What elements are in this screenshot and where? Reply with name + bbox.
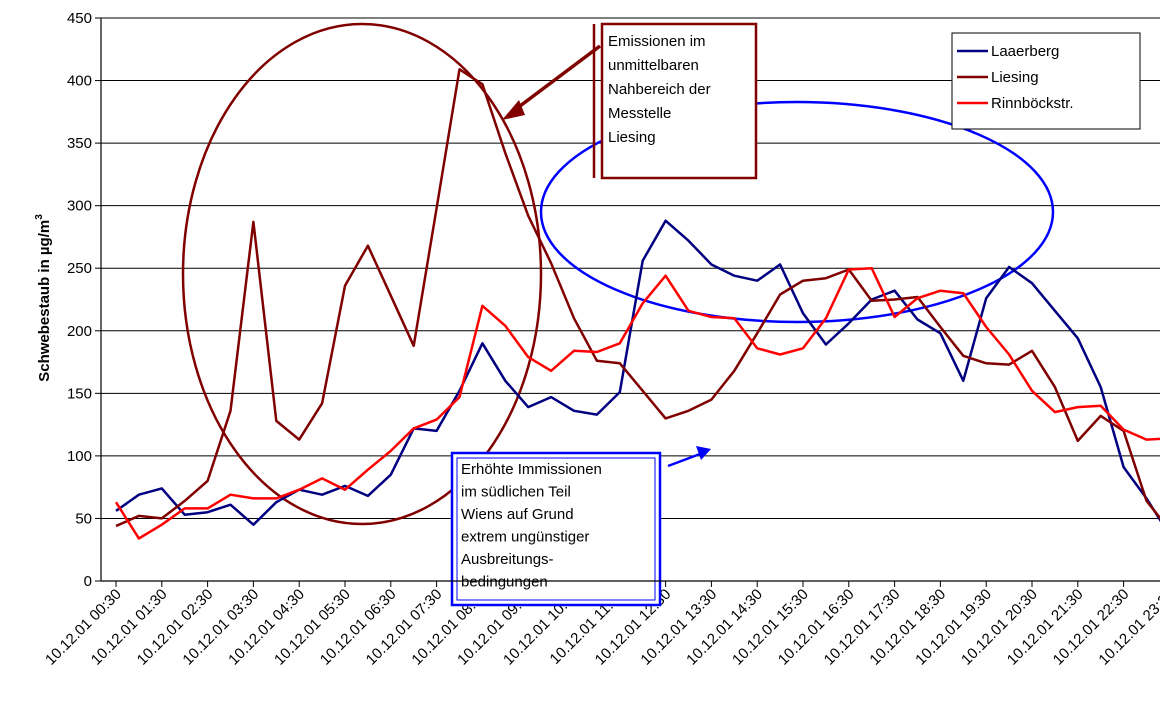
annotation-arrow-south <box>667 452 701 468</box>
annotation-box-south <box>450 451 662 607</box>
y-tick-label: 450 <box>67 10 92 27</box>
annotation-text-liesing-line: Nahbereich der <box>608 81 711 98</box>
annotation-box-south-inner <box>456 457 656 601</box>
annotation-text-liesing-line: Messtelle <box>608 105 671 122</box>
y-tick-label: 300 <box>67 198 92 215</box>
legend-label: Rinnböckstr. <box>991 95 1074 112</box>
y-axis-label-text: Schwebestaub in µg/m <box>36 220 53 382</box>
y-tick-label: 250 <box>67 260 92 277</box>
y-axis-label-superscript: 3 <box>34 214 45 220</box>
y-tick-label: 0 <box>84 573 92 590</box>
y-tick-label: 150 <box>67 385 92 402</box>
annotation-text-south-line: bedingungen <box>461 574 548 591</box>
axes <box>100 18 1160 582</box>
legend-label: Liesing <box>991 69 1039 86</box>
legend-box <box>951 32 1141 130</box>
annotation-text-south-line: Erhöhte Immissionen <box>461 461 602 478</box>
annotation-ellipse-south <box>539 100 1055 324</box>
legend: Laaerberg Liesing Rinnböckstr. <box>951 32 1141 130</box>
annotation-boxes: Emissionen im unmittelbaren Nahbereich der… <box>450 22 758 607</box>
annotation-shapes <box>181 22 1055 526</box>
series-lines <box>114 68 1160 540</box>
y-tick-label: 100 <box>67 448 92 465</box>
legend-label: Laaerberg <box>991 43 1059 60</box>
grid-lines <box>101 17 1160 519</box>
y-tick-label: 350 <box>67 135 92 152</box>
annotation-arrowhead-south <box>696 446 711 460</box>
annotation-text-south-line: Ausbreitungs- <box>461 551 554 568</box>
y-tick-label: 50 <box>75 510 92 527</box>
annotation-text-liesing-line: unmittelbaren <box>608 57 699 74</box>
annotation-text-liesing-line: Liesing <box>608 129 656 146</box>
annotation-text-south-line: Wiens auf Grund <box>461 506 574 523</box>
y-tick-label: 400 <box>67 73 92 90</box>
annotation-text-south-line: extrem ungünstiger <box>461 529 589 546</box>
annotation-text-south-line: im südlichen Teil <box>461 484 571 501</box>
annotation-arrowhead-liesing <box>502 100 525 120</box>
annotation-ellipse-liesing <box>181 22 543 526</box>
y-tick-label: 200 <box>67 323 92 340</box>
annotation-arrow-liesing <box>510 44 602 114</box>
y-axis-ticks: 0 50 100 150 200 250 300 350 400 450 <box>67 10 101 590</box>
y-axis-label: Schwebestaub in µg/m3 <box>34 214 53 382</box>
series-line-rinnb-ckstr <box>114 266 1160 540</box>
annotation-text-liesing-line: Emissionen im <box>608 33 706 50</box>
x-tick-label: 10.12.01 00:30 <box>42 586 125 669</box>
annotation-box-liesing <box>600 22 758 180</box>
